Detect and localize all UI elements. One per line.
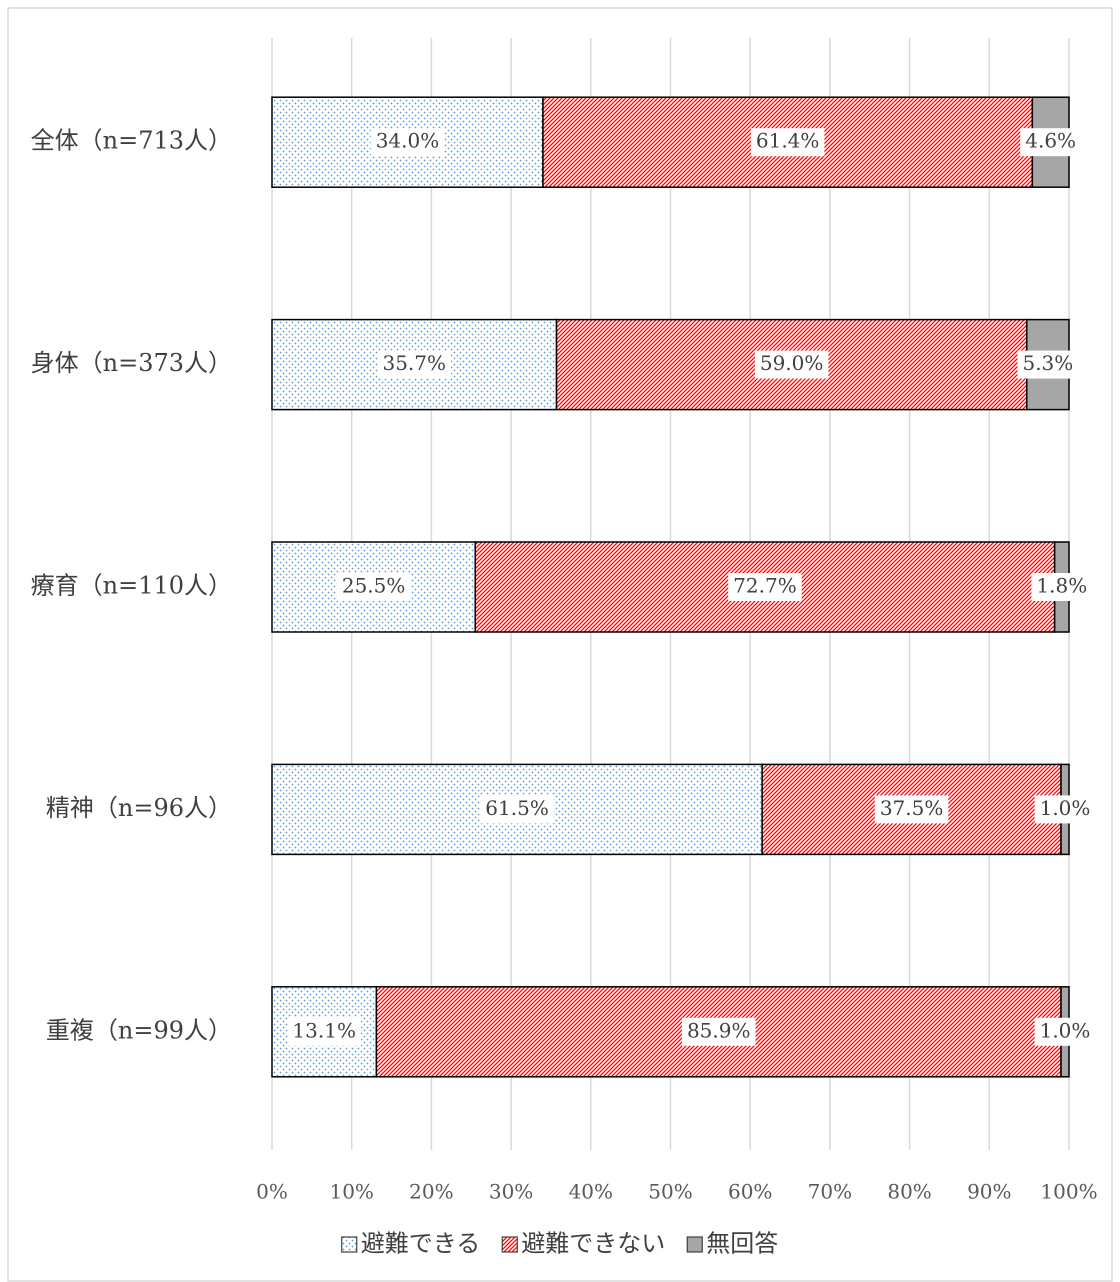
data-label-bg <box>1034 1017 1096 1046</box>
data-label-bg <box>336 573 411 601</box>
x-tick-label: 90% <box>967 1180 1011 1204</box>
legend-swatch <box>501 1236 518 1253</box>
data-label: 85.9% <box>687 1018 751 1042</box>
data-label-bg <box>1031 573 1093 601</box>
data-label: 5.3% <box>1022 351 1073 375</box>
chart-frame <box>7 7 1113 1282</box>
y-tick-label: 全体（n=713人） <box>31 127 232 155</box>
data-label: 37.5% <box>880 796 944 820</box>
data-label-bg <box>1017 350 1079 379</box>
data-label: 72.7% <box>733 574 797 598</box>
legend-label: 避難できない <box>521 1230 665 1258</box>
data-label: 4.6% <box>1025 129 1076 153</box>
y-tick-label: 身体（n=373人） <box>31 349 232 377</box>
data-label-bg <box>728 573 802 601</box>
legend-label: 無回答 <box>706 1230 778 1258</box>
x-tick-label: 0% <box>256 1180 288 1204</box>
x-tick-label: 60% <box>728 1180 772 1204</box>
x-tick-label: 50% <box>648 1180 692 1204</box>
data-label: 59.0% <box>760 351 824 375</box>
legend-swatch <box>341 1236 358 1253</box>
data-label: 35.7% <box>382 351 446 375</box>
data-label-bg <box>750 128 825 157</box>
legend-label: 避難できる <box>361 1230 481 1258</box>
data-label-bg <box>480 795 554 824</box>
y-tick-label: 療育（n=110人） <box>31 572 232 600</box>
data-label: 34.0% <box>376 129 440 153</box>
y-tick-label: 精神（n=96人） <box>46 794 232 822</box>
x-tick-label: 100% <box>1040 1180 1097 1204</box>
x-tick-label: 20% <box>409 1180 453 1204</box>
data-label-bg <box>1020 128 1082 157</box>
data-label-bg <box>370 128 445 157</box>
data-label: 1.8% <box>1036 574 1087 598</box>
x-tick-label: 70% <box>808 1180 852 1204</box>
x-tick-label: 10% <box>329 1180 373 1204</box>
legend-swatch <box>686 1236 703 1253</box>
x-tick-label: 30% <box>489 1180 533 1204</box>
data-label-bg <box>681 1017 756 1046</box>
data-label-bg <box>287 1017 361 1046</box>
data-label-bg <box>874 795 949 824</box>
data-label: 61.5% <box>485 796 549 820</box>
data-label-bg <box>377 350 452 379</box>
data-label: 13.1% <box>292 1018 356 1042</box>
data-label: 25.5% <box>342 574 406 598</box>
data-label: 1.0% <box>1040 796 1091 820</box>
x-tick-label: 80% <box>887 1180 931 1204</box>
data-label: 1.0% <box>1040 1018 1091 1042</box>
y-tick-label: 重複（n=99人） <box>46 1016 232 1044</box>
data-label-bg <box>754 350 829 379</box>
data-label-bg <box>1034 795 1096 824</box>
x-tick-label: 40% <box>569 1180 613 1204</box>
data-label: 61.4% <box>756 129 820 153</box>
